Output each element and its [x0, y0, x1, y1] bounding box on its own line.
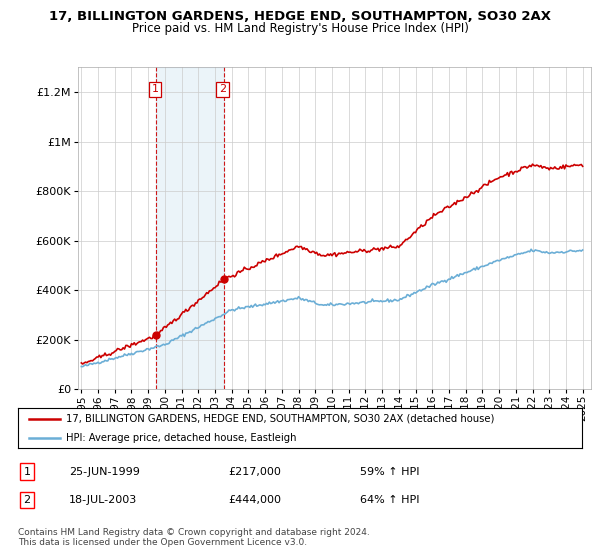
- Text: 17, BILLINGTON GARDENS, HEDGE END, SOUTHAMPTON, SO30 2AX (detached house): 17, BILLINGTON GARDENS, HEDGE END, SOUTH…: [66, 414, 494, 423]
- Text: 64% ↑ HPI: 64% ↑ HPI: [360, 495, 419, 505]
- Text: 25-JUN-1999: 25-JUN-1999: [69, 466, 140, 477]
- Text: 2: 2: [219, 85, 226, 95]
- Text: Contains HM Land Registry data © Crown copyright and database right 2024.
This d: Contains HM Land Registry data © Crown c…: [18, 528, 370, 547]
- Text: Price paid vs. HM Land Registry's House Price Index (HPI): Price paid vs. HM Land Registry's House …: [131, 22, 469, 35]
- Text: 18-JUL-2003: 18-JUL-2003: [69, 495, 137, 505]
- Text: 1: 1: [23, 466, 31, 477]
- Text: 59% ↑ HPI: 59% ↑ HPI: [360, 466, 419, 477]
- Text: 1: 1: [151, 85, 158, 95]
- Bar: [156, 67, 224, 389]
- Text: £444,000: £444,000: [228, 495, 281, 505]
- Text: £217,000: £217,000: [228, 466, 281, 477]
- Text: 17, BILLINGTON GARDENS, HEDGE END, SOUTHAMPTON, SO30 2AX: 17, BILLINGTON GARDENS, HEDGE END, SOUTH…: [49, 10, 551, 23]
- Text: 2: 2: [23, 495, 31, 505]
- Text: HPI: Average price, detached house, Eastleigh: HPI: Average price, detached house, East…: [66, 433, 296, 443]
